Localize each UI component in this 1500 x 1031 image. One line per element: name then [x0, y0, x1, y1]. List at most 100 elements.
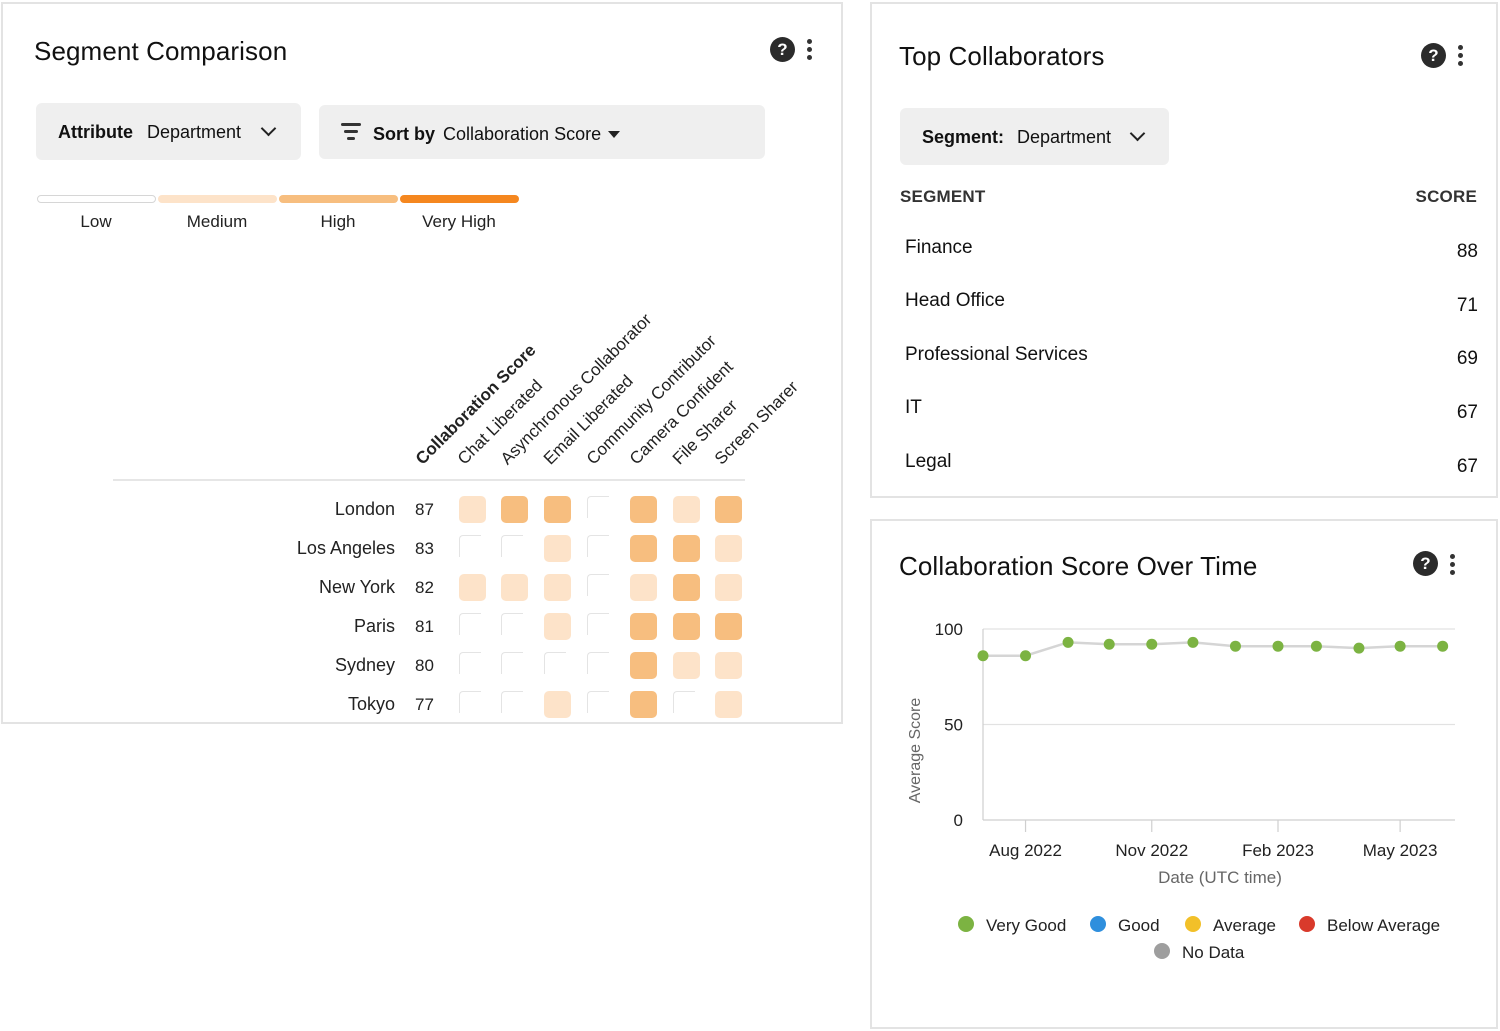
segment-score: 88 [1456, 241, 1478, 262]
segment-label: Segment: [922, 127, 1005, 147]
heatmap-cell[interactable] [673, 652, 700, 679]
heatmap-cell[interactable] [673, 613, 700, 640]
heatmap-cell[interactable] [544, 535, 571, 562]
heatmap-cell[interactable] [715, 613, 742, 640]
column-header-score: SCORE [1415, 187, 1477, 206]
more-options-icon[interactable] [805, 39, 813, 65]
heatmap-cell[interactable] [673, 496, 700, 523]
legend-item-below-average[interactable]: Below Average [1299, 916, 1440, 936]
segment-name[interactable]: Head Office [905, 290, 1005, 311]
heatmap-cell[interactable] [630, 652, 657, 679]
help-icon[interactable]: ? [1413, 551, 1438, 576]
sort-label: Sort by [373, 124, 436, 144]
y-tick-label: 0 [954, 811, 963, 830]
more-options-icon[interactable] [1456, 45, 1464, 71]
line-chart: 0 50 100 Aug 2022 Nov 2022 Feb 2023 May 2023 Da… [907, 620, 1455, 887]
data-point [1394, 640, 1406, 652]
row-label: London [334, 499, 395, 519]
heatmap-cell[interactable] [501, 535, 523, 557]
row-label: Los Angeles [296, 538, 395, 558]
row-score: 82 [415, 578, 434, 597]
heatmap-cell[interactable] [459, 613, 481, 635]
heatmap-cell[interactable] [544, 652, 566, 674]
more-options-icon[interactable] [1448, 554, 1456, 580]
heatmap-cell[interactable] [630, 574, 657, 601]
legend-label: Very Good [986, 916, 1067, 935]
heatmap-cell[interactable] [501, 496, 528, 523]
heatmap-cell[interactable] [501, 691, 523, 713]
heatmap-cell[interactable] [715, 691, 742, 718]
heatmap-cell[interactable] [501, 613, 523, 635]
y-tick-label: 100 [935, 620, 963, 639]
y-axis-title: Average Score [907, 698, 924, 804]
legend-label-low: Low [80, 212, 112, 231]
sort-dropdown[interactable]: Sort by Collaboration Score [319, 105, 765, 159]
heatmap-cell[interactable] [501, 574, 528, 601]
heatmap-cell[interactable] [501, 652, 523, 674]
segment-name[interactable]: IT [905, 397, 922, 418]
heatmap-cell[interactable] [630, 691, 657, 718]
segment-name[interactable]: Finance [905, 237, 973, 258]
heatmap-cell[interactable] [587, 496, 609, 518]
panel-title: Segment Comparison [34, 36, 288, 66]
heatmap-cell[interactable] [630, 535, 657, 562]
heatmap-cell[interactable] [587, 535, 609, 557]
legend-item-good[interactable]: Good [1090, 916, 1160, 936]
legend-dot-icon [1154, 943, 1170, 959]
heatmap-cell[interactable] [544, 613, 571, 640]
segment-score: 67 [1456, 456, 1478, 477]
attribute-dropdown[interactable]: Attribute Department [36, 103, 301, 160]
heatmap-cell[interactable] [459, 574, 486, 601]
help-icon[interactable]: ? [770, 37, 795, 62]
sort-value: Collaboration Score [443, 124, 602, 144]
segment-dropdown[interactable]: Segment: Department [900, 108, 1169, 165]
heatmap-cell[interactable] [673, 691, 695, 713]
data-point [1187, 636, 1199, 648]
segment-comparison-panel: Segment Comparison ? Attribute Departmen… [1, 2, 843, 724]
heatmap-cell[interactable] [715, 652, 742, 679]
legend-item-average[interactable]: Average [1185, 916, 1276, 936]
data-point [1146, 638, 1158, 650]
attribute-value: Department [147, 122, 242, 142]
heatmap-cell[interactable] [630, 613, 657, 640]
heatmap-cell[interactable] [673, 535, 700, 562]
heatmap-cell[interactable] [459, 496, 486, 523]
filter-icon [341, 123, 361, 141]
heatmap-cell[interactable] [459, 535, 481, 557]
heatmap-cell[interactable] [715, 496, 742, 523]
column-header-segment: SEGMENT [900, 187, 986, 206]
heatmap-cell[interactable] [459, 652, 481, 674]
legend-item-no-data[interactable]: No Data [1154, 943, 1244, 963]
heatmap-cell[interactable] [587, 574, 609, 596]
row-label: Tokyo [347, 694, 395, 714]
legend-label-medium: Medium [186, 212, 248, 231]
heatmap-cell[interactable] [587, 613, 609, 635]
panel-title: Top Collaborators [899, 41, 1105, 71]
row-label: Paris [353, 616, 395, 636]
legend-item-very-good[interactable]: Very Good [958, 916, 1066, 936]
chevron-down-icon [260, 120, 277, 137]
chevron-down-icon [1129, 125, 1146, 142]
row-score: 80 [415, 656, 434, 675]
heatmap-cell[interactable] [544, 574, 571, 601]
heatmap-cell[interactable] [459, 691, 481, 713]
help-icon[interactable]: ? [1421, 43, 1446, 68]
heatmap-cell[interactable] [630, 496, 657, 523]
legend-dot-icon [1299, 916, 1315, 932]
heatmap-cell[interactable] [715, 574, 742, 601]
data-point [1272, 640, 1284, 652]
legend-dot-icon [1185, 916, 1201, 932]
row-label: New York [318, 577, 395, 597]
segment-name[interactable]: Legal [905, 451, 952, 472]
heatmap-cell[interactable] [587, 652, 609, 674]
heatmap-cell[interactable] [715, 535, 742, 562]
heatmap-cell[interactable] [587, 691, 609, 713]
data-point [1062, 636, 1074, 648]
heatmap-cell[interactable] [544, 496, 571, 523]
segment-name[interactable]: Professional Services [905, 344, 1088, 365]
heatmap-cell[interactable] [544, 691, 571, 718]
legend-dot-icon [958, 916, 974, 932]
data-point [1310, 640, 1322, 652]
heatmap-cell[interactable] [673, 574, 700, 601]
row-score: 83 [415, 539, 434, 558]
